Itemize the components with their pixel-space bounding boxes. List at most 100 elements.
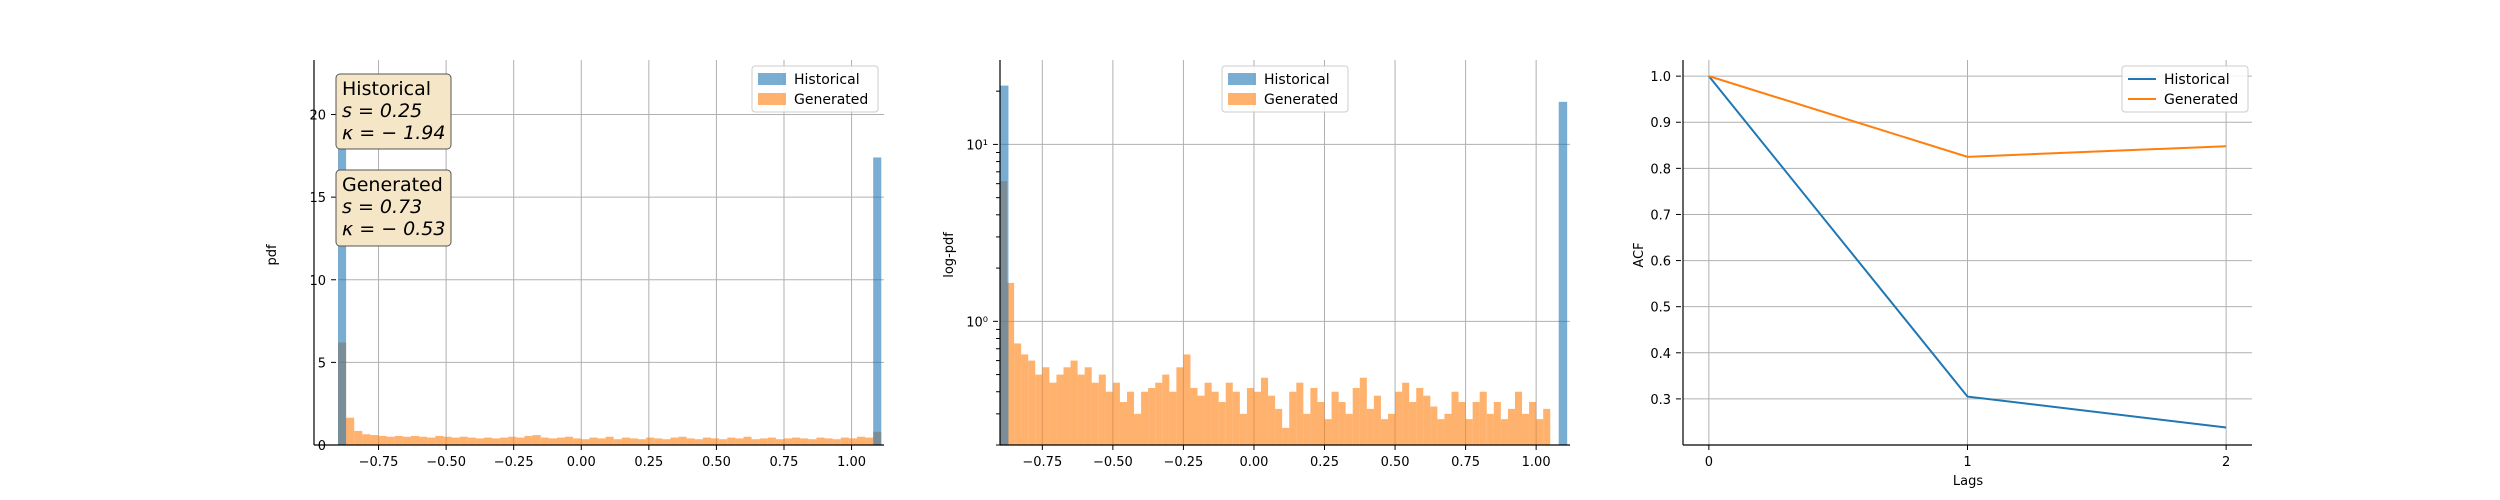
generated-bar: [1465, 419, 1473, 445]
generated-bar: [694, 439, 703, 445]
generated-bar: [427, 437, 436, 445]
y-tick-label: 10: [309, 274, 326, 289]
generated-bar: [1423, 395, 1431, 445]
generated-bar: [1148, 387, 1156, 445]
annotation-line: κ = − 1.94: [342, 122, 445, 144]
legend: Historical Generated: [2121, 65, 2249, 113]
generated-bar: [1021, 354, 1029, 445]
generated-bar: [1204, 382, 1212, 445]
generated-bar: [1176, 367, 1184, 445]
generated-bar: [727, 437, 736, 445]
legend-swatch-historical: [1228, 73, 1256, 85]
annotation-title: Generated: [342, 174, 443, 196]
generated-bar: [767, 437, 776, 445]
generated-bar: [1317, 402, 1325, 445]
generated-bar: [1536, 419, 1544, 445]
y-tick-label: 1.0: [1650, 70, 1671, 85]
x-tick-label: 0.25: [1310, 455, 1339, 470]
generated-bar: [751, 439, 760, 445]
x-axis-label: Lags: [1953, 474, 1983, 489]
y-tick-label: 10¹: [966, 138, 988, 153]
generated-bar: [1359, 377, 1367, 445]
generated-bar: [1211, 391, 1219, 445]
generated-bar: [1529, 402, 1537, 445]
generated-bar: [1232, 391, 1240, 445]
generated-bar: [1141, 391, 1149, 445]
x-tick-label: −0.75: [359, 455, 399, 470]
generated-bar: [735, 438, 744, 445]
generated-bar: [759, 438, 768, 445]
generated-bar: [1303, 413, 1311, 445]
x-tick-label: 0.50: [702, 455, 731, 470]
generated-bar: [816, 437, 825, 445]
legend-label-generated: Generated: [1264, 92, 1338, 108]
generated-bar: [1479, 391, 1487, 445]
legend-swatch-historical: [758, 73, 786, 85]
generated-bar: [1056, 374, 1064, 445]
generated-bar: [1486, 413, 1494, 445]
generated-bar: [840, 437, 849, 445]
generated-bar: [1296, 382, 1304, 445]
generated-bar: [1268, 395, 1276, 445]
generated-bar: [1352, 387, 1360, 445]
generated-bar: [678, 436, 687, 445]
historical-bars: [338, 89, 882, 446]
generated-bar: [1331, 391, 1339, 445]
generated-bar: [1373, 395, 1381, 445]
generated-bar: [500, 437, 509, 445]
generated-bar: [775, 439, 784, 445]
x-tick-label: 0.00: [1239, 455, 1268, 470]
x-tick-label: 1: [1963, 455, 1971, 470]
generated-bars: [1000, 181, 1551, 445]
generated-bar: [467, 437, 476, 445]
legend-label-generated: Generated: [794, 92, 868, 108]
y-tick-label: 0.8: [1650, 162, 1671, 177]
x-tick-label: 0: [1705, 455, 1713, 470]
generated-bar: [1049, 382, 1057, 445]
x-tick-label: −0.25: [1163, 455, 1203, 470]
generated-bar: [1522, 413, 1530, 445]
generated-bar: [824, 438, 833, 445]
generated-bar: [354, 430, 363, 445]
generated-bar: [1183, 354, 1191, 445]
grid-lines: [1683, 60, 2252, 445]
historical-bar: [873, 157, 882, 446]
generated-bar: [1275, 408, 1283, 445]
generated-bar: [638, 439, 647, 445]
generated-bar: [792, 437, 801, 445]
y-axis-label: pdf: [265, 244, 280, 266]
generated-bar: [589, 437, 598, 445]
generated-bar: [1458, 402, 1466, 445]
y-tick-label: 0.9: [1650, 116, 1671, 131]
generated-bar: [654, 438, 663, 445]
x-tick-label: 0.25: [634, 455, 663, 470]
y-axis-label: log-pdf: [942, 232, 957, 278]
generated-bar: [1366, 408, 1374, 445]
y-tick-label: 0.4: [1650, 347, 1671, 362]
historical-bar: [1558, 101, 1568, 445]
generated-bar: [410, 435, 420, 445]
generated-bar: [613, 439, 622, 445]
series-lines: [1708, 75, 2227, 429]
tick-labels: 0 1 2 0.3 0.4 0.5 0.6 0.7 0.8 0.9 1.0: [1650, 70, 2230, 470]
generated-bar: [1070, 360, 1078, 445]
tick-labels: −0.75 −0.50 −0.25 0.00 0.25 0.50 0.75 1.00 0 5 10 1…: [309, 109, 866, 470]
x-tick-label: 1.00: [837, 455, 866, 470]
x-tick-label: 1.00: [1522, 455, 1551, 470]
generated-bar: [865, 437, 874, 445]
generated-bar: [346, 417, 355, 445]
generated-bar: [435, 435, 444, 445]
y-tick-label: 5: [318, 356, 326, 371]
legend-label-generated: Generated: [2164, 92, 2238, 108]
generated-bar: [402, 436, 411, 445]
generated-bar: [832, 439, 841, 445]
generated-bar: [1105, 391, 1113, 445]
generated-bar: [483, 437, 493, 445]
generated-bar: [1395, 391, 1403, 445]
y-tick-label: 0.3: [1650, 393, 1671, 408]
generated-bar: [1162, 374, 1170, 445]
generated-bar: [629, 438, 639, 445]
generated-bar: [1543, 408, 1551, 445]
generated-bar: [1155, 382, 1163, 445]
